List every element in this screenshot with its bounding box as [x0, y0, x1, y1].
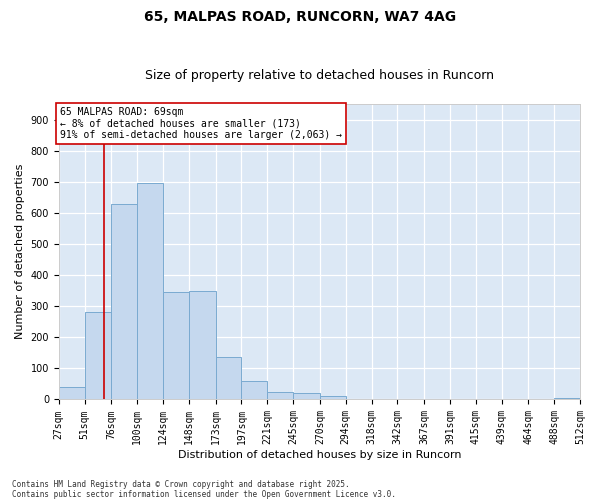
Title: Size of property relative to detached houses in Runcorn: Size of property relative to detached ho…	[145, 69, 494, 82]
Bar	[59, 387, 85, 400]
Text: Contains HM Land Registry data © Crown copyright and database right 2025.
Contai: Contains HM Land Registry data © Crown c…	[12, 480, 396, 499]
Bar	[293, 394, 320, 400]
Bar	[215, 358, 241, 400]
Bar	[137, 184, 163, 400]
Y-axis label: Number of detached properties: Number of detached properties	[15, 164, 25, 340]
Bar	[112, 204, 137, 400]
Bar	[163, 292, 189, 400]
Bar	[241, 381, 267, 400]
X-axis label: Distribution of detached houses by size in Runcorn: Distribution of detached houses by size …	[178, 450, 461, 460]
Text: 65, MALPAS ROAD, RUNCORN, WA7 4AG: 65, MALPAS ROAD, RUNCORN, WA7 4AG	[144, 10, 456, 24]
Bar	[85, 312, 112, 400]
Bar	[554, 398, 580, 400]
Bar	[267, 392, 293, 400]
Text: 65 MALPAS ROAD: 69sqm
← 8% of detached houses are smaller (173)
91% of semi-deta: 65 MALPAS ROAD: 69sqm ← 8% of detached h…	[60, 107, 342, 140]
Bar	[320, 396, 346, 400]
Bar	[189, 290, 215, 400]
